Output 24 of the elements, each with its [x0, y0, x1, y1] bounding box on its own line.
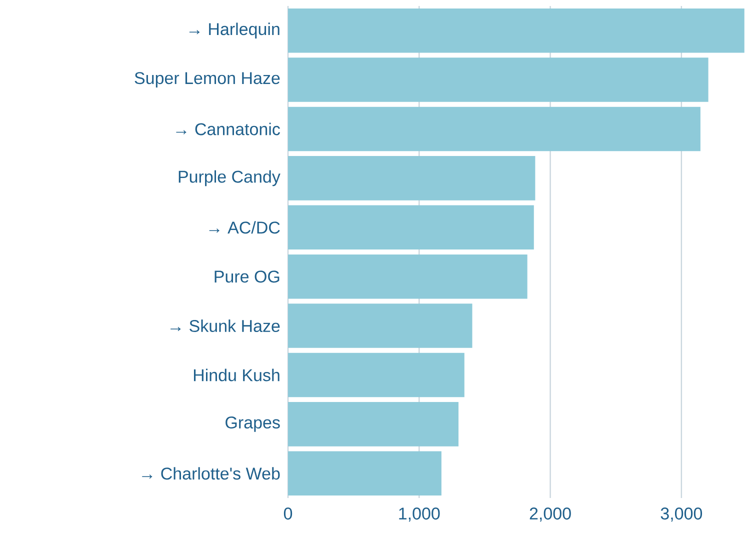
x-tick-label: 0 — [284, 508, 292, 520]
x-tick-label: 3,000 — [660, 508, 702, 522]
y-tick-label: Pure OG — [214, 270, 280, 283]
bar — [288, 304, 472, 348]
y-tick-label: → Charlotte's Web — [142, 467, 280, 480]
y-tick-label: → Skunk Haze — [170, 320, 280, 332]
bar — [288, 8, 744, 53]
bar — [288, 451, 442, 496]
bar — [288, 205, 534, 250]
x-tick-label: 2,000 — [530, 508, 571, 522]
y-tick-label: Purple Candy — [178, 170, 280, 186]
bar — [288, 352, 464, 398]
y-tick-label: → Harlequin — [189, 22, 280, 39]
y-tick-label: Super Lemon Haze — [134, 72, 280, 88]
bar — [288, 106, 700, 152]
bar — [288, 402, 458, 446]
y-tick-label: → Cannatonic — [176, 122, 280, 136]
y-tick-label: Grapes — [226, 416, 280, 432]
bar — [288, 58, 708, 102]
bar — [288, 156, 536, 200]
y-tick-label: Hindu Kush — [194, 368, 280, 382]
bar — [288, 254, 528, 299]
x-tick-label: 1,000 — [399, 508, 440, 522]
y-tick-label: → AC/DC — [209, 221, 280, 234]
